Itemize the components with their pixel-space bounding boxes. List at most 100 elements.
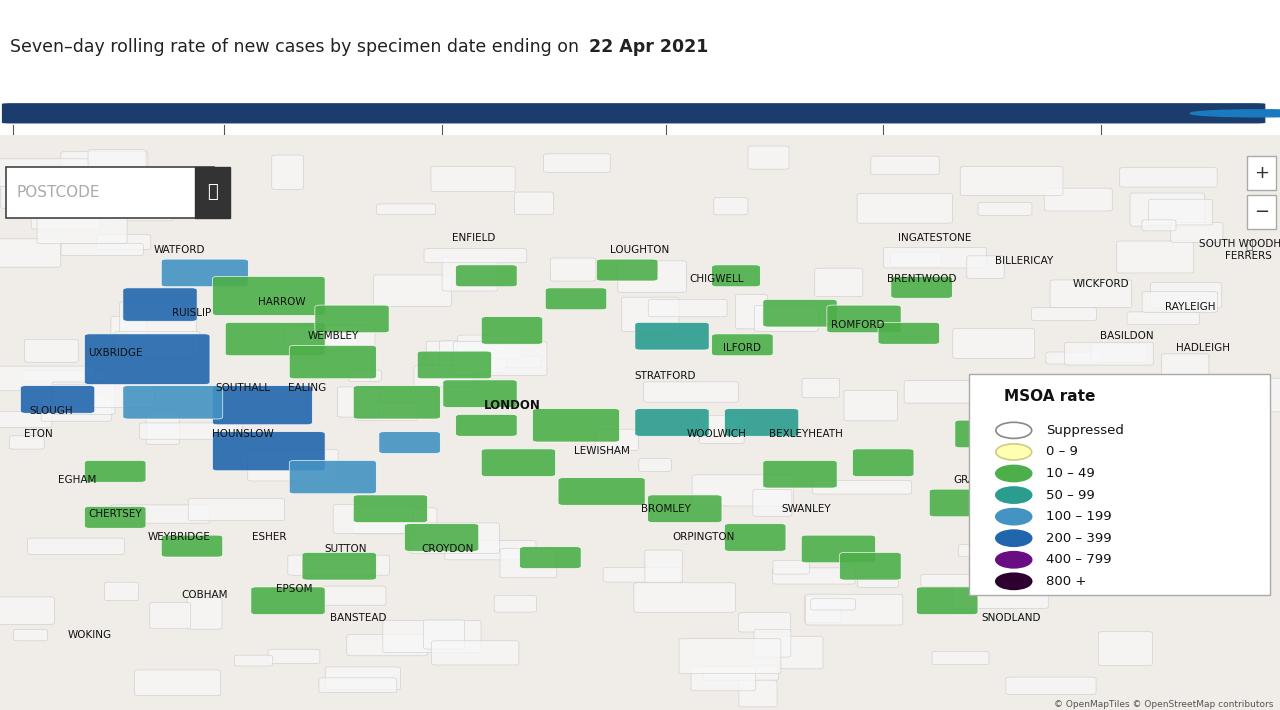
FancyBboxPatch shape — [959, 545, 1021, 557]
FancyBboxPatch shape — [383, 621, 481, 652]
Text: HOUNSLOW: HOUNSLOW — [212, 429, 274, 439]
Text: Apr: Apr — [1101, 144, 1125, 158]
FancyBboxPatch shape — [680, 639, 781, 673]
FancyBboxPatch shape — [932, 652, 989, 665]
FancyBboxPatch shape — [691, 667, 755, 691]
FancyBboxPatch shape — [929, 489, 1004, 517]
FancyBboxPatch shape — [714, 197, 748, 215]
FancyBboxPatch shape — [852, 449, 914, 476]
Text: LOUGHTON: LOUGHTON — [611, 245, 669, 255]
FancyBboxPatch shape — [810, 599, 855, 610]
FancyBboxPatch shape — [1046, 352, 1101, 364]
FancyBboxPatch shape — [0, 412, 52, 427]
FancyBboxPatch shape — [456, 415, 517, 436]
FancyBboxPatch shape — [891, 276, 952, 298]
FancyBboxPatch shape — [431, 167, 515, 192]
FancyBboxPatch shape — [904, 381, 991, 403]
FancyBboxPatch shape — [84, 460, 146, 482]
FancyBboxPatch shape — [1162, 552, 1229, 570]
Text: WEMBLEY: WEMBLEY — [307, 331, 358, 342]
FancyBboxPatch shape — [635, 322, 709, 350]
FancyBboxPatch shape — [212, 386, 312, 425]
FancyBboxPatch shape — [1171, 222, 1222, 242]
Text: −: − — [1254, 203, 1268, 221]
FancyBboxPatch shape — [248, 449, 338, 481]
FancyBboxPatch shape — [520, 547, 581, 569]
FancyBboxPatch shape — [801, 535, 876, 563]
FancyBboxPatch shape — [0, 597, 54, 624]
FancyBboxPatch shape — [1089, 493, 1158, 523]
Text: ROMFORD: ROMFORD — [831, 320, 884, 329]
Circle shape — [996, 466, 1032, 481]
FancyBboxPatch shape — [920, 574, 997, 587]
FancyBboxPatch shape — [150, 602, 191, 628]
FancyBboxPatch shape — [703, 666, 778, 680]
FancyBboxPatch shape — [431, 641, 518, 665]
FancyBboxPatch shape — [844, 391, 897, 421]
FancyBboxPatch shape — [739, 613, 791, 632]
Text: SOUTHALL: SOUTHALL — [216, 383, 270, 393]
Text: Seven–day rolling rate of new cases by specimen date ending on: Seven–day rolling rate of new cases by s… — [10, 38, 585, 56]
FancyBboxPatch shape — [712, 334, 773, 356]
FancyBboxPatch shape — [891, 252, 942, 267]
Text: POSTCODE: POSTCODE — [17, 185, 100, 200]
Text: RAYLEIGH: RAYLEIGH — [1165, 302, 1216, 312]
FancyBboxPatch shape — [827, 305, 901, 333]
FancyBboxPatch shape — [1148, 200, 1212, 225]
FancyBboxPatch shape — [97, 234, 151, 250]
FancyBboxPatch shape — [952, 585, 1048, 608]
FancyBboxPatch shape — [1247, 156, 1276, 190]
FancyBboxPatch shape — [773, 568, 855, 584]
FancyBboxPatch shape — [271, 155, 303, 190]
Text: Mar: Mar — [883, 144, 910, 158]
Text: WICKFORD: WICKFORD — [1073, 280, 1129, 290]
Text: ⛶: ⛶ — [1245, 239, 1252, 252]
FancyBboxPatch shape — [878, 322, 940, 344]
FancyBboxPatch shape — [1098, 632, 1152, 665]
Circle shape — [996, 552, 1032, 568]
Text: INGATESTONE: INGATESTONE — [897, 234, 972, 244]
FancyBboxPatch shape — [550, 258, 596, 281]
FancyBboxPatch shape — [160, 184, 227, 201]
Circle shape — [996, 444, 1032, 460]
FancyBboxPatch shape — [413, 366, 474, 387]
FancyBboxPatch shape — [439, 341, 507, 372]
FancyBboxPatch shape — [1130, 193, 1204, 226]
Text: ORPINGTON: ORPINGTON — [673, 532, 735, 542]
FancyBboxPatch shape — [14, 629, 47, 640]
Text: EGHAM: EGHAM — [58, 475, 96, 485]
FancyBboxPatch shape — [634, 583, 735, 612]
Text: SOUTH WOODHAM
FERRERS: SOUTH WOODHAM FERRERS — [1199, 239, 1280, 261]
Text: ⌕: ⌕ — [207, 183, 218, 202]
FancyBboxPatch shape — [348, 370, 381, 381]
FancyBboxPatch shape — [268, 649, 320, 664]
Text: RUISLIP: RUISLIP — [173, 308, 211, 318]
FancyBboxPatch shape — [595, 430, 639, 450]
FancyBboxPatch shape — [1004, 490, 1043, 513]
FancyBboxPatch shape — [376, 204, 435, 214]
FancyBboxPatch shape — [1083, 427, 1123, 454]
FancyBboxPatch shape — [1057, 535, 1106, 563]
Text: 22 Apr 2021: 22 Apr 2021 — [589, 38, 708, 56]
FancyBboxPatch shape — [1025, 449, 1110, 479]
FancyBboxPatch shape — [960, 166, 1062, 195]
FancyBboxPatch shape — [146, 412, 179, 444]
FancyBboxPatch shape — [20, 386, 95, 413]
Text: Feb: Feb — [666, 144, 690, 158]
Text: ASH: ASH — [975, 573, 996, 583]
FancyBboxPatch shape — [212, 432, 325, 471]
FancyBboxPatch shape — [353, 495, 428, 523]
FancyBboxPatch shape — [763, 300, 837, 327]
FancyBboxPatch shape — [379, 432, 440, 454]
FancyBboxPatch shape — [225, 322, 325, 356]
Circle shape — [996, 487, 1032, 503]
FancyBboxPatch shape — [1, 174, 63, 209]
Text: WEYBRIDGE: WEYBRIDGE — [147, 532, 211, 542]
FancyBboxPatch shape — [748, 146, 788, 169]
FancyBboxPatch shape — [618, 261, 686, 293]
Text: EPSOM: EPSOM — [276, 584, 312, 594]
FancyBboxPatch shape — [1161, 354, 1208, 381]
FancyBboxPatch shape — [120, 302, 196, 334]
FancyBboxPatch shape — [140, 423, 242, 439]
FancyBboxPatch shape — [123, 386, 223, 419]
